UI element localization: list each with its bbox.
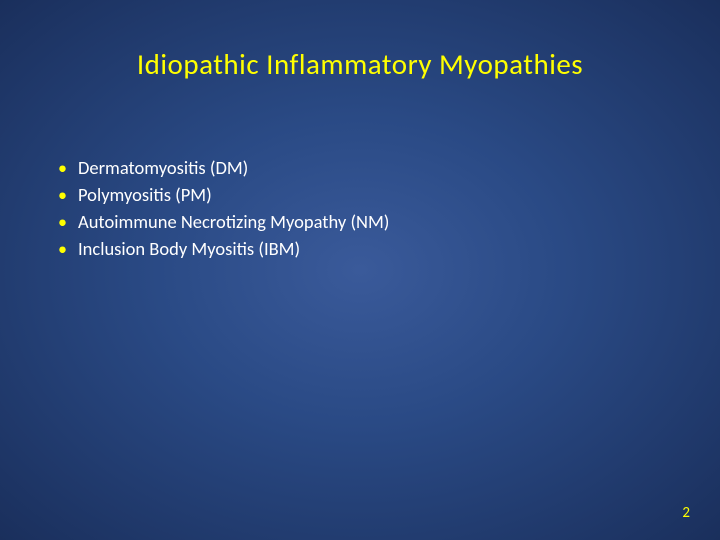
slide-title: Idiopathic Inflammatory Myopathies xyxy=(50,46,670,82)
slide: Idiopathic Inflammatory Myopathies • Der… xyxy=(0,0,720,540)
bullet-text: Polymyositis (PM) xyxy=(78,183,212,207)
list-item: • Autoimmune Necrotizing Myopathy (NM) xyxy=(56,210,670,234)
bullet-icon: • xyxy=(56,237,78,261)
bullet-text: Dermatomyositis (DM) xyxy=(78,156,248,180)
bullet-icon: • xyxy=(56,183,78,207)
bullet-icon: • xyxy=(56,210,78,234)
list-item: • Dermatomyositis (DM) xyxy=(56,156,670,180)
page-number: 2 xyxy=(682,504,690,522)
list-item: • Polymyositis (PM) xyxy=(56,183,670,207)
bullet-text: Autoimmune Necrotizing Myopathy (NM) xyxy=(78,210,389,234)
list-item: • Inclusion Body Myositis (IBM) xyxy=(56,237,670,261)
bullet-list: • Dermatomyositis (DM) • Polymyositis (P… xyxy=(50,156,670,261)
bullet-icon: • xyxy=(56,156,78,180)
bullet-text: Inclusion Body Myositis (IBM) xyxy=(78,237,300,261)
